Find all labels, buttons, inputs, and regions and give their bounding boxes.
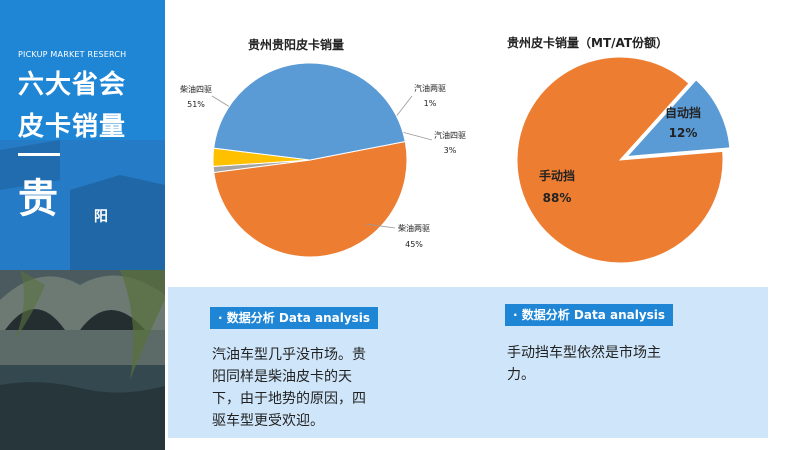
analysis-right-line: 力。 [507,367,535,383]
city-photo [0,0,165,450]
analysis-right-line: 手动挡车型依然是市场主 [507,345,661,361]
analysis-text-left: 汽油车型几乎没市场。贵 阳同样是柴油皮卡的天 下，由于地势的原因，四 驱车型更受… [212,344,366,432]
chart1-value-label-1: 1% [424,99,437,108]
chart2-value-label-0: 12% [669,126,698,140]
analysis-text-right: 手动挡车型依然是市场主 力。 [507,342,661,386]
city-name-small: 阳 [94,209,108,225]
chart1-leader-line-2 [401,131,433,141]
chart1-value-label-2: 3% [444,146,457,155]
chart2-slice-1 [516,56,724,264]
chart1-leader-line-3 [365,223,396,229]
chart1-title: 贵州贵阳皮卡销量 [248,38,345,52]
chart1-slice-3 [213,62,406,161]
chart2-slice-0 [625,79,731,158]
chart2-value-label-1: 88% [543,191,572,205]
title-line2: 皮卡销量 [18,112,127,142]
analysis-badge-left: · 数据分析 Data analysis [210,307,379,329]
chart1-label-3: 柴油两驱 [398,223,430,233]
analysis-left-line: 下，由于地势的原因，四 [212,391,366,407]
analysis-left-line: 驱车型更受欢迎。 [212,413,324,429]
sidebar-panel: PICKUP MARKET RESERCH 六大省会 皮卡销量 贵 阳 [0,0,165,450]
title-line1: 六大省会 [18,70,127,100]
city-name-big: 贵 [18,176,58,222]
chart1-value-label-3: 45% [405,240,423,249]
brand-text: PICKUP MARKET RESERCH [18,50,127,59]
chart1-label-1: 汽油两驱 [414,83,446,93]
chart1-slice-0 [213,140,408,258]
chart1-leader-line-1 [394,95,413,119]
chart1-label-2: 汽油四驱 [434,130,466,140]
chart2-label-0: 自动挡 [665,105,701,120]
analysis-badge-right: · 数据分析 Data analysis [505,304,674,326]
analysis-left-line: 汽油车型几乎没市场。贵 [212,347,366,363]
analysis-left-line: 阳同样是柴油皮卡的天 [212,369,352,385]
chart2-title: 贵州皮卡销量（MT/AT份额） [507,36,669,50]
title-divider [18,153,60,156]
chart1-label-0: 柴油四驱 [180,84,212,94]
chart2-label-1: 手动挡 [539,168,575,183]
chart1-value-label-0: 51% [187,100,205,109]
